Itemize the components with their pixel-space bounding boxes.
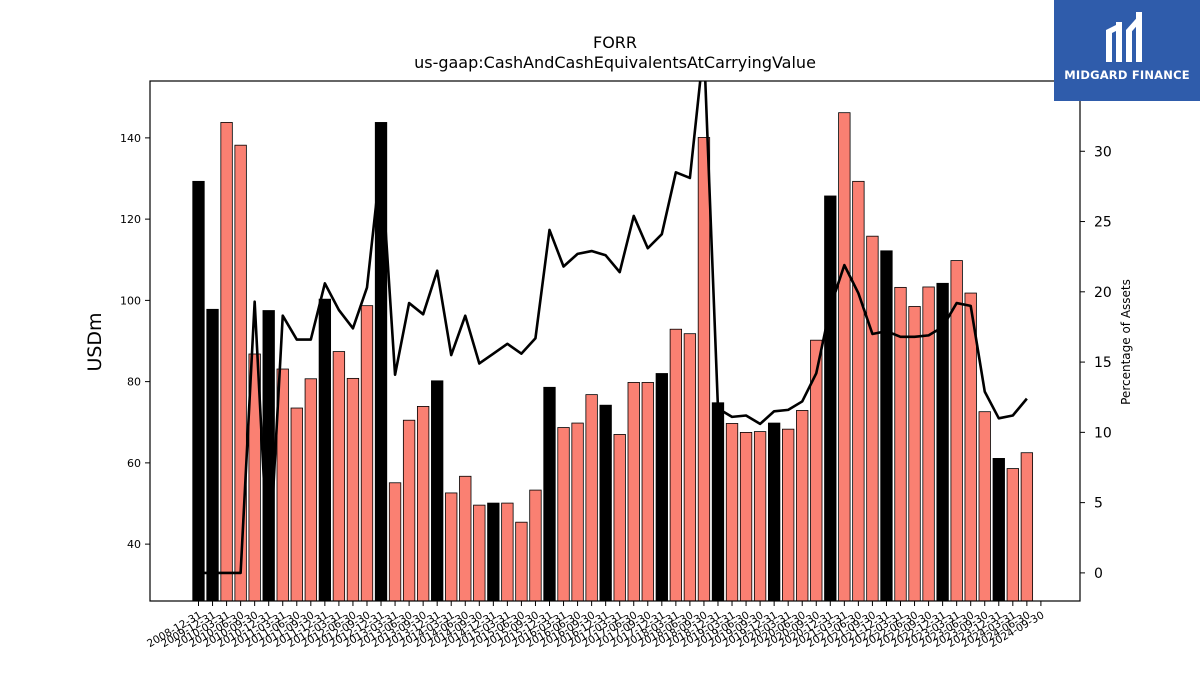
- bar: [360, 305, 374, 601]
- bar: [852, 180, 865, 601]
- bar: [824, 195, 837, 601]
- y-tick-label: 140: [120, 132, 141, 145]
- bar: [796, 410, 809, 601]
- bar: [655, 373, 668, 601]
- bars-layer: [192, 112, 1034, 601]
- line-layer: [198, 81, 1028, 575]
- bar: [192, 180, 205, 601]
- chart-subtitle: us-gaap:CashAndCashEquivalentsAtCarrying…: [414, 53, 816, 72]
- y2-tick-label: 20: [1094, 285, 1112, 301]
- midgard-logo-icon: [1106, 12, 1142, 62]
- y2-axis-label: Percentage of Assets: [1119, 279, 1133, 405]
- bar: [739, 432, 753, 601]
- bar: [501, 502, 514, 601]
- series-line: [198, 81, 1028, 575]
- bar: [599, 404, 612, 601]
- bar: [206, 308, 219, 601]
- bar: [332, 351, 346, 601]
- axes-layer: 4060801001201400510152025302008-12-31200…: [120, 80, 1112, 650]
- bar: [767, 422, 781, 601]
- bar: [459, 475, 472, 601]
- y2-tick-label: 30: [1094, 144, 1112, 160]
- bar: [571, 422, 584, 601]
- bar: [402, 419, 416, 601]
- bar: [683, 333, 697, 601]
- brand-logo: MIDGARD FINANCE: [1054, 0, 1200, 101]
- bar: [978, 411, 991, 601]
- bar: [950, 260, 963, 601]
- bar: [585, 394, 598, 601]
- bar: [908, 306, 921, 601]
- bar: [374, 122, 388, 601]
- bar: [290, 407, 303, 601]
- bar: [234, 144, 247, 601]
- chart-title: FORR: [593, 33, 637, 52]
- bar: [388, 482, 402, 601]
- bar: [248, 353, 261, 601]
- y2-tick-label: 25: [1094, 215, 1112, 231]
- bar: [304, 378, 317, 601]
- bar: [557, 427, 570, 601]
- bar: [529, 489, 542, 601]
- y-tick-label: 120: [120, 213, 141, 226]
- bar: [866, 235, 879, 601]
- y-tick-label: 60: [127, 457, 141, 470]
- y2-tick-label: 15: [1094, 355, 1112, 371]
- y-tick-label: 40: [127, 538, 141, 551]
- bar: [276, 368, 289, 601]
- y-tick-label: 80: [127, 376, 141, 389]
- bar: [753, 431, 767, 601]
- plot-frame: [149, 80, 1081, 602]
- bar: [543, 386, 556, 601]
- bar: [922, 286, 935, 601]
- bar: [669, 328, 683, 601]
- bar: [641, 382, 654, 601]
- bar: [964, 292, 977, 601]
- y-tick-label: 100: [120, 294, 141, 307]
- bar: [445, 492, 458, 601]
- y2-tick-label: 0: [1094, 566, 1103, 582]
- brand-name: MIDGARD FINANCE: [1064, 68, 1190, 82]
- bar: [894, 286, 907, 601]
- bar: [416, 406, 430, 601]
- y2-tick-label: 10: [1094, 425, 1112, 441]
- bar: [473, 504, 486, 601]
- bar: [697, 137, 711, 601]
- bar: [711, 402, 725, 601]
- bar: [487, 502, 500, 601]
- bar: [220, 122, 233, 601]
- bar: [627, 382, 640, 601]
- bar: [936, 282, 949, 601]
- y2-tick-label: 5: [1094, 496, 1103, 512]
- bar: [1006, 468, 1019, 601]
- bar: [515, 521, 528, 601]
- bar: [1020, 452, 1034, 601]
- bar: [880, 250, 893, 601]
- bar: [346, 377, 360, 601]
- bar: [782, 428, 795, 601]
- bar: [318, 298, 332, 601]
- bar: [431, 380, 444, 601]
- bar: [810, 339, 823, 601]
- bar: [613, 434, 626, 601]
- bar: [992, 458, 1005, 601]
- bar: [725, 423, 739, 601]
- y-axis-label: USDm: [84, 312, 106, 371]
- bar: [838, 112, 851, 601]
